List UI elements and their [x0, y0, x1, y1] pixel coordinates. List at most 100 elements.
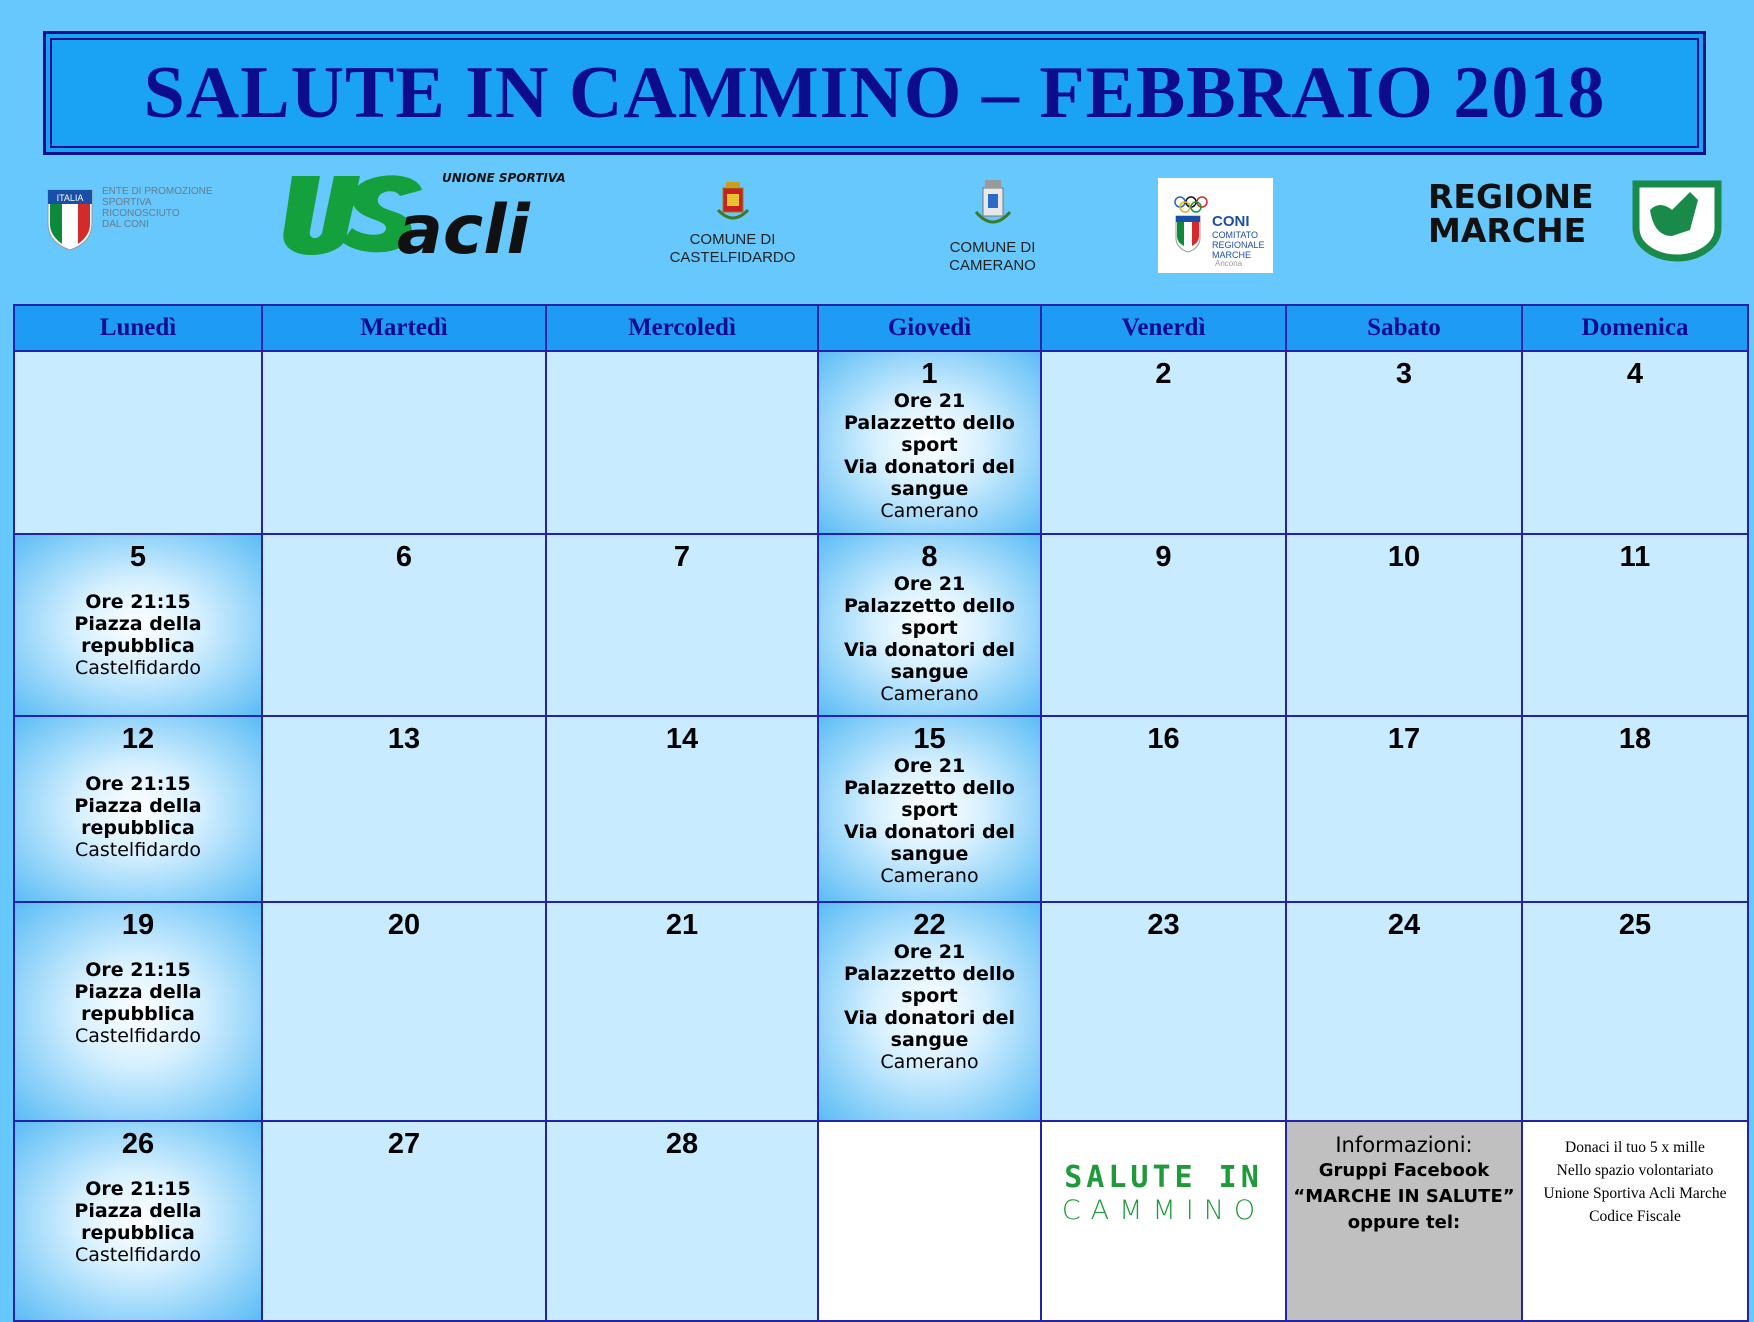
event-line: Ore 21 [893, 755, 966, 777]
calendar-table: Lunedì Martedì Mercoledì Giovedì Venerdì Saba… [13, 304, 1749, 1322]
page-title: SALUTE IN CAMMINO – FEBBRAIO 2018 [143, 51, 1606, 134]
day-number: 25 [1618, 909, 1652, 941]
day-cell: 10 [1285, 533, 1523, 717]
svg-text:acli: acli [397, 191, 532, 258]
day-cell: 5 Ore 21:15 Piazza della repubblica Castelf… [13, 533, 263, 717]
week-row: 26 Ore 21:15 Piazza della repubblica Castel… [13, 1120, 1749, 1322]
day-cell: 19 Ore 21:15 Piazza della repubblica Castel… [13, 901, 263, 1122]
day-header: Venerdì [1040, 304, 1287, 352]
event-line: Castelfidardo [74, 839, 202, 861]
day-number: 9 [1155, 541, 1172, 573]
event-line: Palazzetto dello sport [844, 412, 1015, 456]
event-line: Camerano [880, 1051, 979, 1073]
event-line: Piazza della repubblica [74, 795, 202, 839]
regione-marche-logo: REGIONE MARCHE [1428, 177, 1594, 250]
day-cell: 8 Ore 21 Palazzetto dello sport Via donator… [817, 533, 1042, 717]
day-cell: 24 [1285, 901, 1523, 1122]
event-line: Castelfidardo [74, 1025, 202, 1047]
salute-logo-line: CAMMINO [1061, 1195, 1266, 1226]
day-header: Martedì [261, 304, 547, 352]
day-header: Giovedì [817, 304, 1042, 352]
camerano-crest-icon [974, 180, 1011, 224]
day-cell: 18 [1521, 715, 1749, 903]
day-number: 5 [129, 541, 147, 573]
day-number: 2 [1155, 358, 1172, 390]
day-number: 20 [387, 909, 421, 941]
day-header: Mercoledì [545, 304, 819, 352]
event-line: Camerano [880, 683, 979, 705]
day-cell: 6 [261, 533, 547, 717]
event-line: Palazzetto dello sport [844, 777, 1015, 821]
day-cell: 13 [261, 715, 547, 903]
day-number: 13 [387, 723, 421, 755]
day-cell [545, 350, 819, 535]
coni-regional-committee-text: COMITATO REGIONALE MARCHE [1212, 230, 1265, 260]
event-line: Via donatori del sangue [844, 821, 1015, 865]
svg-text:Ancona: Ancona [1215, 259, 1243, 268]
comune-castelfidardo-logo: COMUNE DI CASTELFIDARDO [660, 180, 805, 267]
castelfidardo-crest-icon [716, 182, 749, 220]
regione-marche-emblem-icon [1632, 180, 1722, 262]
event-line: Piazza della repubblica [74, 981, 202, 1025]
day-cell: 7 [545, 533, 819, 717]
info-line: oppure tel: [1347, 1212, 1461, 1233]
week-row: 1 Ore 21 Palazzetto dello sport Via donator… [13, 350, 1749, 535]
day-cell: 14 [545, 715, 819, 903]
info-cell: Informazioni: Gruppi Facebook “MARCHE IN S… [1285, 1120, 1523, 1322]
donate-line: Nello spazio volontariato [1556, 1162, 1714, 1179]
day-number: 12 [121, 723, 155, 755]
svg-text:CONI: CONI [1212, 213, 1250, 230]
event-line: Camerano [880, 865, 979, 887]
event-line: Palazzetto dello sport [844, 595, 1015, 639]
coni-recognition-text: ENTE DI PROMOZIONE SPORTIVA RICONOSCIUTO DA… [102, 186, 213, 230]
donate-line: Codice Fiscale [1589, 1208, 1681, 1225]
coni-marche-logo: CONI Ancona COMITATO REGIONALE MARCHE [1158, 178, 1273, 273]
day-cell: 12 Ore 21:15 Piazza della repubblica Castel… [13, 715, 263, 903]
day-cell: 20 [261, 901, 547, 1122]
event-line: Via donatori del sangue [844, 639, 1015, 683]
event-line: Ore 21:15 [85, 959, 191, 981]
salute-logo-line: SALUTE IN [1064, 1160, 1263, 1195]
day-cell: 28 [545, 1120, 819, 1322]
event-line: Palazzetto dello sport [844, 963, 1015, 1007]
day-cell: 3 [1285, 350, 1523, 535]
salute-in-cammino-logo-cell: SALUTE IN CAMMINO [1040, 1120, 1287, 1322]
day-number: 21 [665, 909, 699, 941]
day-number: 4 [1626, 358, 1644, 390]
day-cell: 9 [1040, 533, 1287, 717]
week-row: 19 Ore 21:15 Piazza della repubblica Castel… [13, 901, 1749, 1122]
day-number: 18 [1618, 723, 1652, 755]
day-cell: 27 [261, 1120, 547, 1322]
event-line: Ore 21 [893, 390, 966, 412]
event-line: Ore 21:15 [85, 773, 191, 795]
week-row: 12 Ore 21:15 Piazza della repubblica Castel… [13, 715, 1749, 903]
donate-line: Unione Sportiva Acli Marche [1543, 1185, 1727, 1202]
day-cell: 26 Ore 21:15 Piazza della repubblica Castel… [13, 1120, 263, 1322]
day-number: 28 [665, 1128, 699, 1160]
day-cell: 4 [1521, 350, 1749, 535]
event-line: Castelfidardo [74, 1244, 202, 1266]
day-number: 17 [1387, 723, 1421, 755]
day-cell: 2 [1040, 350, 1287, 535]
day-cell: 21 [545, 901, 819, 1122]
day-number: 14 [665, 723, 699, 755]
donate-cell: Donaci il tuo 5 x mille Nello spazio volo… [1521, 1120, 1749, 1322]
day-header: Domenica [1521, 304, 1749, 352]
info-title: Informazioni: [1335, 1133, 1473, 1157]
day-cell: 23 [1040, 901, 1287, 1122]
day-number: 6 [395, 541, 413, 573]
event-line: Castelfidardo [74, 657, 202, 679]
info-line: Gruppi Facebook [1318, 1160, 1490, 1181]
day-number: 1 [921, 358, 938, 390]
day-number: 23 [1147, 909, 1180, 941]
day-number: 15 [913, 723, 946, 755]
day-number: 19 [121, 909, 155, 941]
comune-camerano-logo: COMUNE DI CAMERANO [920, 178, 1065, 275]
day-header: Lunedì [13, 304, 263, 352]
day-number: 11 [1619, 541, 1651, 573]
day-cell: 15 Ore 21 Palazzetto dello sport Via donato… [817, 715, 1042, 903]
event-line: Ore 21:15 [85, 1178, 191, 1200]
day-number: 10 [1387, 541, 1421, 573]
event-line: Ore 21 [893, 573, 966, 595]
event-line: Via donatori del sangue [844, 1007, 1015, 1051]
